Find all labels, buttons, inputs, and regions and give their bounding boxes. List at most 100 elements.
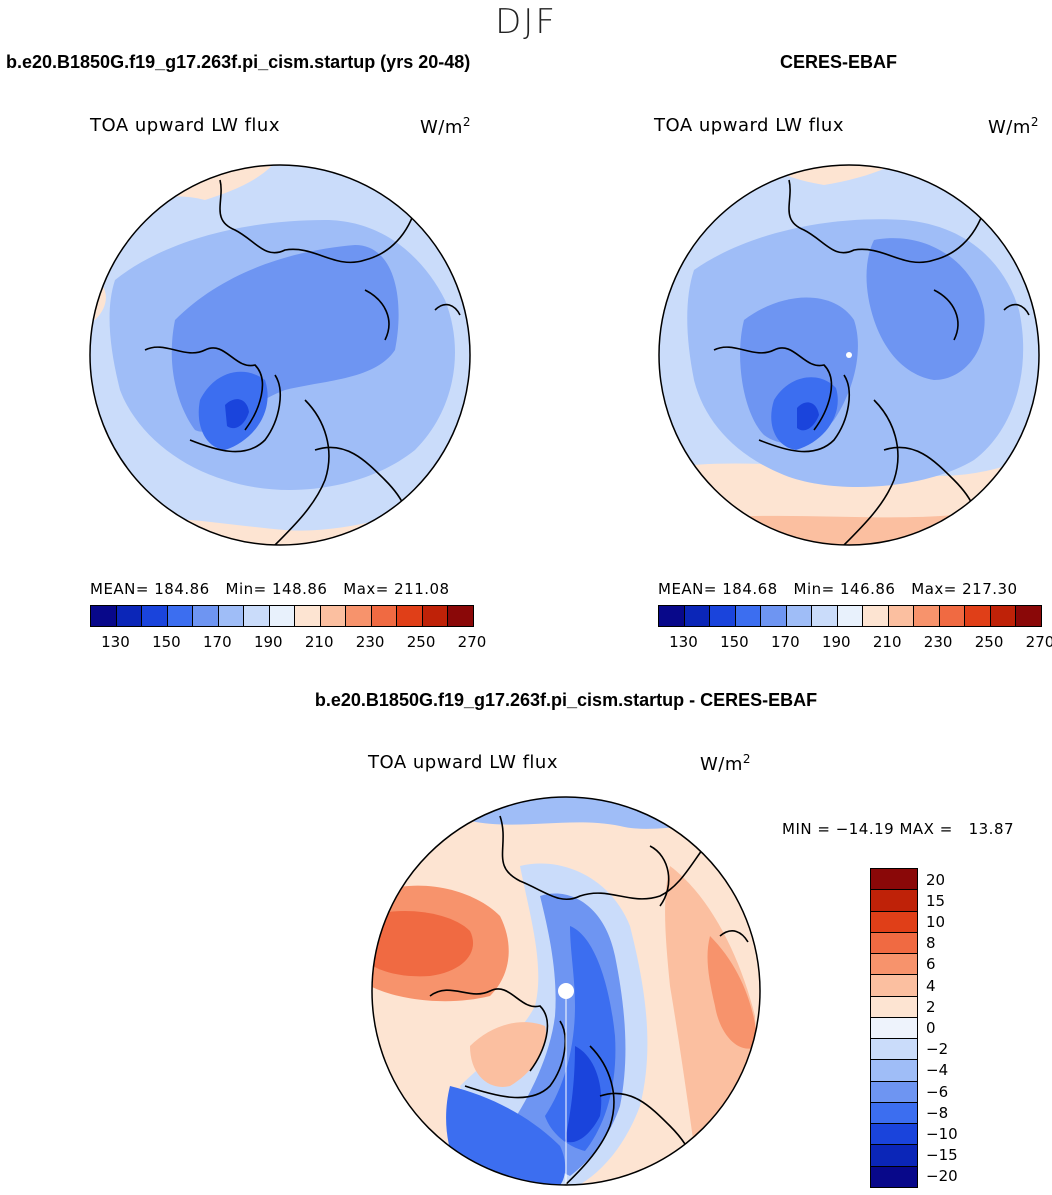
panel1-polar-map bbox=[89, 164, 471, 546]
difference-coastlines bbox=[429, 815, 749, 1185]
colorbar-segment bbox=[871, 1080, 917, 1102]
colorbar-segment bbox=[871, 1016, 917, 1039]
panel2-units: W/m2 bbox=[988, 115, 1040, 138]
panel1-map-border bbox=[89, 164, 471, 546]
colorbar-tick-label: −15 bbox=[926, 1146, 958, 1165]
colorbar-segment bbox=[370, 606, 397, 626]
colorbar-segment bbox=[447, 606, 473, 626]
colorbar-segment bbox=[871, 889, 917, 911]
panel1-field-contours bbox=[90, 165, 470, 545]
colorbar-segment bbox=[811, 606, 837, 626]
colorbar-segment bbox=[760, 606, 786, 626]
colorbar-segment bbox=[659, 606, 684, 626]
colorbar-tick-label: 210 bbox=[872, 633, 902, 651]
panel1-title: b.e20.B1850G.f19_g17.263f.pi_cism.startu… bbox=[6, 52, 471, 72]
colorbar-tick-label: −6 bbox=[926, 1082, 949, 1101]
colorbar-tick-label: 4 bbox=[926, 976, 936, 995]
colorbar-segment bbox=[871, 1101, 917, 1124]
colorbar-segment bbox=[192, 606, 218, 626]
colorbar-segment bbox=[871, 910, 917, 932]
colorbar-tick-label: 150 bbox=[152, 633, 181, 651]
difference-title: b.e20.B1850G.f19_g17.263f.pi_cism.startu… bbox=[314, 690, 818, 710]
colorbar-segment bbox=[938, 606, 965, 626]
colorbar-tick-label: 170 bbox=[771, 633, 800, 651]
colorbar-tick-label: 0 bbox=[926, 1019, 936, 1037]
colorbar-segment bbox=[785, 606, 812, 626]
colorbar-segment bbox=[871, 953, 917, 975]
colorbar-segment bbox=[421, 606, 448, 626]
colorbar-segment bbox=[871, 931, 917, 954]
panel1-stats: MEAN= 184.86 Min= 148.86 Max= 211.08 bbox=[90, 580, 450, 598]
difference-colorbar bbox=[870, 868, 918, 1188]
colorbar-tick-label: 210 bbox=[304, 633, 334, 651]
difference-colorbar-labels: 20 15 10 8 6 4 2 0 −2 −4 −6 −8 −10 −15 −20 bbox=[926, 868, 986, 1188]
colorbar-segment bbox=[319, 606, 346, 626]
colorbar-segment bbox=[871, 869, 917, 890]
panel1-colorbar-ticks: 130 150 170 190 210 230 250 270 bbox=[90, 633, 486, 653]
colorbar-tick-label: 250 bbox=[974, 633, 1004, 651]
colorbar-segment bbox=[243, 606, 269, 626]
colorbar-segment bbox=[217, 606, 244, 626]
colorbar-tick-label: 190 bbox=[821, 633, 851, 651]
colorbar-tick-label: 8 bbox=[926, 934, 936, 953]
colorbar-tick-label: 2 bbox=[926, 997, 936, 1016]
colorbar-segment bbox=[871, 1123, 917, 1145]
colorbar-segment bbox=[871, 974, 917, 996]
panel2-map-border bbox=[658, 164, 1040, 546]
panel2-stats: MEAN= 184.68 Min= 146.86 Max= 217.30 bbox=[658, 580, 1018, 598]
colorbar-segment bbox=[91, 606, 116, 626]
colorbar-tick-label: 20 bbox=[926, 870, 946, 889]
colorbar-segment bbox=[913, 606, 939, 626]
colorbar-segment bbox=[1015, 606, 1041, 626]
colorbar-tick-label: 270 bbox=[457, 633, 487, 651]
season-title: DJF bbox=[495, 2, 557, 42]
colorbar-tick-label: 130 bbox=[669, 633, 698, 651]
colorbar-segment bbox=[862, 606, 888, 626]
panel1-colorbar bbox=[90, 605, 474, 627]
colorbar-tick-label: −10 bbox=[926, 1125, 958, 1143]
panel2-coastlines bbox=[713, 179, 1030, 545]
colorbar-segment bbox=[887, 606, 914, 626]
colorbar-segment bbox=[115, 606, 142, 626]
panel2-field-label: TOA upward LW flux bbox=[654, 115, 844, 136]
colorbar-segment bbox=[871, 1144, 917, 1166]
colorbar-segment bbox=[683, 606, 710, 626]
colorbar-segment bbox=[166, 606, 193, 626]
panel2-title: CERES-EBAF bbox=[780, 52, 898, 72]
colorbar-segment bbox=[345, 606, 371, 626]
colorbar-tick-label: 130 bbox=[101, 633, 130, 651]
colorbar-tick-label: −8 bbox=[926, 1103, 949, 1122]
difference-field-label: TOA upward LW flux bbox=[368, 752, 558, 773]
colorbar-segment bbox=[871, 1059, 917, 1081]
colorbar-tick-label: −20 bbox=[926, 1167, 958, 1186]
colorbar-segment bbox=[964, 606, 990, 626]
colorbar-tick-label: 230 bbox=[355, 633, 385, 651]
panel1-field-label: TOA upward LW flux bbox=[90, 115, 280, 136]
difference-polar-map bbox=[371, 796, 761, 1186]
colorbar-tick-label: −2 bbox=[926, 1040, 949, 1059]
colorbar-segment bbox=[871, 995, 917, 1017]
colorbar-tick-label: 15 bbox=[926, 891, 946, 910]
colorbar-segment bbox=[141, 606, 167, 626]
colorbar-tick-label: 6 bbox=[926, 955, 936, 974]
colorbar-segment bbox=[294, 606, 320, 626]
colorbar-tick-label: 230 bbox=[923, 633, 953, 651]
colorbar-segment bbox=[734, 606, 761, 626]
colorbar-tick-label: 10 bbox=[926, 913, 946, 931]
difference-map-border bbox=[371, 796, 761, 1186]
difference-stats: MIN = −14.19 MAX = 13.87 bbox=[782, 820, 1015, 838]
panel2-field-contours bbox=[659, 165, 1039, 545]
colorbar-tick-label: 250 bbox=[406, 633, 436, 651]
colorbar-tick-label: −4 bbox=[926, 1061, 949, 1080]
colorbar-segment bbox=[396, 606, 422, 626]
colorbar-segment bbox=[836, 606, 863, 626]
difference-units: W/m2 bbox=[700, 752, 752, 775]
colorbar-tick-label: 170 bbox=[203, 633, 232, 651]
colorbar-segment bbox=[989, 606, 1016, 626]
colorbar-segment bbox=[268, 606, 295, 626]
colorbar-segment bbox=[709, 606, 735, 626]
colorbar-segment bbox=[871, 1165, 917, 1187]
colorbar-tick-label: 270 bbox=[1025, 633, 1052, 651]
panel1-units: W/m2 bbox=[420, 115, 472, 138]
colorbar-tick-label: 190 bbox=[253, 633, 283, 651]
